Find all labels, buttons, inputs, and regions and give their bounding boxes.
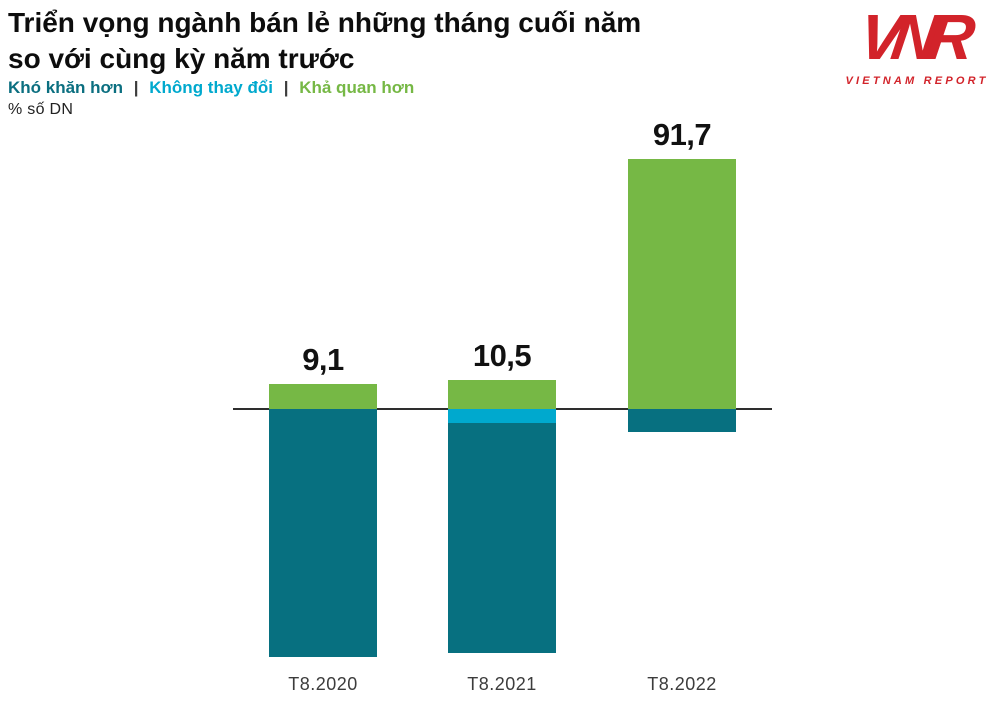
legend-separator: | (133, 78, 139, 97)
value-label-t8-2020: 9,1 (302, 342, 344, 378)
unit-label: % số DN (8, 101, 74, 118)
value-label-t8-2022: 91,7 (652, 116, 712, 152)
bar-segment-kha-quan-hon-t8-2020 (269, 384, 377, 409)
title-line-2: so với cùng kỳ năm trước (8, 43, 355, 74)
title-line-1: Triển vọng ngành bán lẻ những tháng cuối… (8, 7, 642, 38)
bar-segment-kho-khan-hon-t8-2020 (269, 409, 377, 658)
legend-separator: | (283, 78, 289, 97)
bar-segment-kho-khan-hon-t8-2022 (628, 409, 736, 432)
legend-item-kha-quan-hon: Khả quan hơn (299, 78, 415, 97)
bar-segment-khong-thay-oi-t8-2021 (448, 409, 556, 424)
page-title: Triển vọng ngành bán lẻ những tháng cuối… (8, 5, 641, 77)
category-label-t8-2022: T8.2022 (647, 674, 717, 694)
vnr-logo-wordmark: VIETNAM REPORT (845, 75, 989, 87)
category-label-t8-2020: T8.2020 (288, 674, 358, 694)
vnr-logo: VNR VIETNAM REPORT (832, 0, 1002, 87)
bar-segment-kha-quan-hon-t8-2022 (628, 158, 736, 409)
value-label-t8-2021: 10,5 (472, 338, 532, 374)
chart-legend: Khó khăn hơn | Không thay đổi | Khả quan… (8, 78, 414, 98)
bar-segment-kho-khan-hon-t8-2021 (448, 423, 556, 654)
bar-segment-kha-quan-hon-t8-2021 (448, 380, 556, 409)
legend-item-kho-khan-hon: Khó khăn hơn (8, 78, 124, 97)
category-label-t8-2021: T8.2021 (467, 674, 537, 694)
legend-item-khong-thay-doi: Không thay đổi (149, 78, 273, 97)
